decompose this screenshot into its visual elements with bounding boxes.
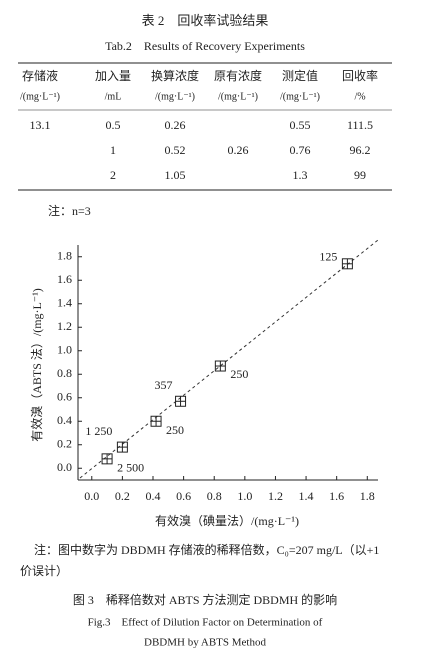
table-header: 测定值 [282,68,318,83]
x-tick-label: 1.8 [360,489,375,503]
x-tick-label: 1.6 [329,489,344,503]
y-tick-label: 0.0 [57,460,72,474]
table-cell: 1 [110,143,116,157]
data-label: 2 500 [117,461,144,475]
x-tick-label: 1.2 [268,489,283,503]
figure-caption-en: Fig.3 Effect of Dilution Factor on Deter… [88,617,323,629]
table-title: 表 2 回收率试验结果 [142,13,269,28]
table-cell: 111.5 [347,118,373,132]
table-cell: 0.26 [165,118,186,132]
table-cell: 0.26 [228,143,249,157]
y-tick-label: 0.6 [57,390,72,404]
y-axis-label: 有效溴（ABTS 法）/(mg·L⁻¹) [29,288,44,442]
data-label: 1 250 [85,424,112,438]
table-note: 注：n=3 [48,203,91,218]
table-cell: 2 [110,168,116,182]
table-cell: 99 [354,168,366,182]
table-header: 换算浓度 [151,68,199,83]
table-header-unit: /(mg·L⁻¹) [218,91,258,102]
data-label: 357 [155,378,173,392]
y-tick-label: 1.8 [57,249,72,263]
x-tick-label: 0.8 [207,489,222,503]
y-tick-label: 1.2 [57,319,72,333]
x-tick-label: 0.0 [84,489,99,503]
table-header-unit: /% [354,91,365,102]
x-tick-label: 1.4 [299,489,314,503]
table-cell: 96.2 [350,143,371,157]
y-tick-label: 0.2 [57,437,72,451]
figure-note: 价误计） [20,564,68,578]
table-header-unit: /(mg·L⁻¹) [280,91,320,102]
table-header-unit: /(mg·L⁻¹) [155,91,195,102]
x-axis-label: 有效溴（碘量法）/(mg·L⁻¹) [155,513,299,528]
table-header-unit: /(mg·L⁻¹) [20,91,60,102]
point [150,415,162,427]
point [175,395,187,407]
figure-caption: 图 3 稀释倍数对 ABTS 方法测定 DBDMH 的影响 [73,592,337,607]
table-title-en: Tab.2 Results of Recovery Experiments [105,39,305,53]
figure-caption-en: DBDMH by ABTS Method [144,637,266,649]
point [116,441,128,453]
table-header: 加入量 [95,69,131,83]
table-cell: 13.1 [30,118,51,132]
data-label: 125 [319,250,337,264]
y-tick-label: 0.8 [57,366,72,380]
data-label: 250 [166,423,184,437]
table-cell: 0.5 [106,118,121,132]
table-header: 原有浓度 [214,68,262,83]
y-tick-label: 1.0 [57,343,72,357]
table-cell: 1.3 [293,168,308,182]
y-tick-label: 1.4 [57,296,72,310]
point [101,453,113,465]
table-cell: 0.52 [165,143,186,157]
data-label: 250 [230,367,248,381]
table-cell: 1.05 [165,168,186,182]
point [341,258,353,270]
figure-note: 注：图中数字为 DBDMH 存储液的稀释倍数，C₀=207 mg/L（以+1 [34,542,379,557]
x-tick-label: 0.4 [146,489,161,503]
x-tick-label: 0.2 [115,489,130,503]
point [214,360,226,372]
table-header: 存储液 [22,68,58,83]
table-cell: 0.76 [290,143,311,157]
table-header: 回收率 [342,68,378,83]
x-tick-label: 1.0 [237,489,252,503]
table-header-unit: /mL [105,91,122,102]
table-cell: 0.55 [290,118,311,132]
y-tick-label: 0.4 [57,413,72,427]
x-tick-label: 0.6 [176,489,191,503]
y-tick-label: 1.6 [57,272,72,286]
